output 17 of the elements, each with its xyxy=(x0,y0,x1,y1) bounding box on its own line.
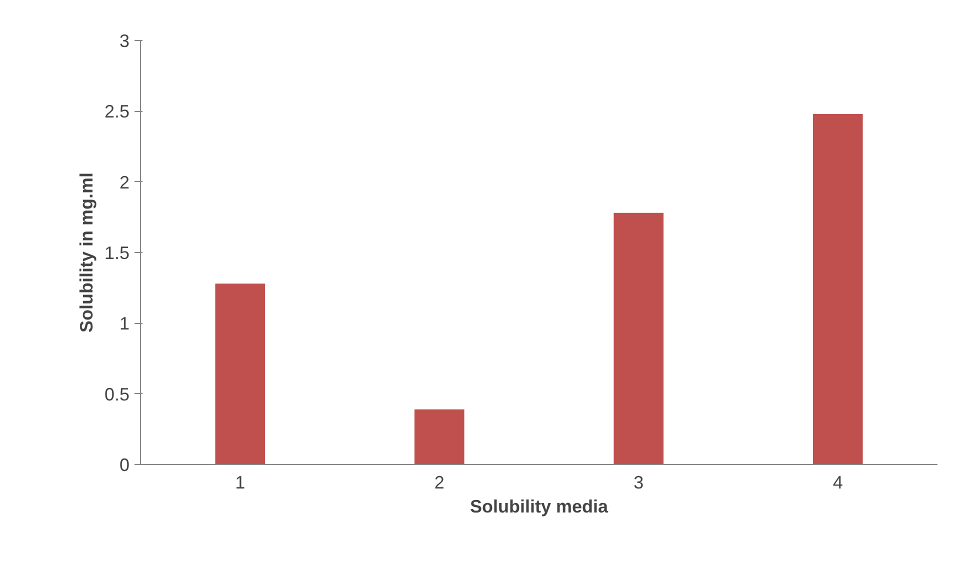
x-tick-label: 1 xyxy=(235,472,246,492)
x-tick-label: 3 xyxy=(634,472,644,492)
y-tick-label: 1 xyxy=(119,314,130,334)
bar xyxy=(614,212,664,464)
y-tick-label: 1.5 xyxy=(104,243,130,263)
bar xyxy=(812,114,863,464)
y-tick-label: 2.5 xyxy=(104,102,130,122)
y-tick-label: 0.5 xyxy=(104,384,130,404)
y-tick-label: 0 xyxy=(119,455,130,475)
y-tick-label: 3 xyxy=(119,31,130,51)
y-tick-label: 2 xyxy=(119,172,130,192)
bar xyxy=(215,284,266,464)
y-axis-title: Solubility in mg.ml xyxy=(76,172,96,332)
x-tick-label: 4 xyxy=(832,472,843,492)
x-axis-title: Solubility media xyxy=(470,496,609,516)
x-tick-label: 2 xyxy=(434,472,444,492)
bar xyxy=(414,409,464,464)
